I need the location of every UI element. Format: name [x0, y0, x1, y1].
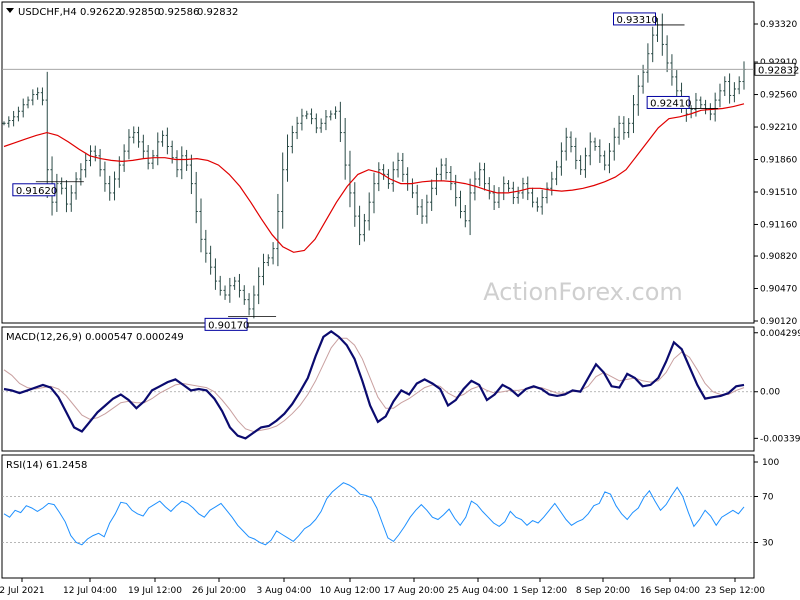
- macd-y-tick-label: 0.00: [760, 388, 780, 398]
- rsi-y-tick-label: 70: [762, 493, 774, 503]
- moving-average-line: [3, 103, 745, 253]
- symbol-label: USDCHF,H4: [18, 7, 77, 18]
- x-tick-label: 26 Jul 20:00: [192, 586, 246, 596]
- price-y-tick-label: 0.91510: [760, 188, 797, 198]
- current-price-tag-text: 0.92832: [758, 65, 799, 76]
- annotation-box: [204, 317, 248, 331]
- close-value: 0.92832: [197, 7, 238, 18]
- annotation-label: 0.92410: [650, 98, 691, 109]
- rsi-y-tick-label: 30: [762, 539, 774, 549]
- high-value: 0.92850: [119, 7, 160, 18]
- x-tick-label: 23 Sep 12:00: [705, 586, 765, 596]
- rsi-level-lines: [2, 496, 754, 543]
- macd-y-tick-label: -0.003396: [760, 434, 800, 444]
- current-price-tag: 0.92832: [754, 62, 799, 76]
- x-tick-label: 16 Sep 04:00: [640, 586, 700, 596]
- price-header: USDCHF,H4 0.92622 0.92850 0.92586 0.9283…: [6, 7, 238, 18]
- x-tick-label: 19 Jul 12:00: [128, 586, 182, 596]
- rsi-y-axis: 100 70 30: [754, 458, 779, 549]
- macd-label: MACD(12,26,9) 0.000547 0.000249: [6, 332, 184, 343]
- price-panel-frame: [1, 1, 755, 324]
- annotation-label: 0.91620: [16, 186, 57, 197]
- rsi-panel-frame: [1, 454, 755, 579]
- price-annotations: 0.93310 0.92410 0.91620 0.90170: [12, 12, 719, 331]
- annotation-label: 0.93310: [617, 15, 658, 26]
- macd-y-axis: 0.004299 0.00 -0.003396: [754, 329, 800, 444]
- price-bars: [2, 13, 746, 319]
- x-tick-label: 3 Aug 04:00: [257, 586, 312, 596]
- low-value: 0.92586: [158, 7, 199, 18]
- macd-line: [3, 330, 745, 440]
- annotation-box: [12, 183, 56, 197]
- price-y-tick-label: 0.93320: [760, 20, 797, 30]
- price-y-tick-label: 0.90820: [760, 252, 797, 262]
- x-tick-label: 10 Aug 12:00: [320, 586, 381, 596]
- macd-panel-frame: [1, 326, 755, 452]
- rsi-y-tick-label: 100: [762, 458, 779, 468]
- macd-signal-line: [3, 337, 745, 433]
- price-y-tick-label: 0.92210: [760, 123, 797, 133]
- watermark: ActionForex.com: [483, 278, 683, 306]
- x-tick-label: 25 Aug 04:00: [448, 586, 509, 596]
- x-tick-label: 12 Jul 04:00: [63, 586, 117, 596]
- time-axis: 2 Jul 2021 12 Jul 04:00 19 Jul 12:00 26 Jul…: [0, 578, 765, 596]
- annotation-label: 0.90170: [208, 320, 249, 331]
- rsi-line: [3, 482, 745, 546]
- macd-y-tick-label: 0.004299: [760, 329, 800, 339]
- price-y-tick-label: 0.91860: [760, 156, 797, 166]
- current-price-tag-box: [754, 62, 796, 76]
- x-tick-label: 2 Jul 2021: [0, 586, 45, 596]
- open-value: 0.92622: [80, 7, 121, 18]
- price-y-tick-label: 0.90120: [760, 317, 797, 327]
- x-tick-label: 8 Sep 20:00: [576, 586, 631, 596]
- dropdown-triangle-icon[interactable]: [6, 8, 14, 13]
- annotation-box: [646, 95, 690, 109]
- annotation-box: [613, 12, 657, 26]
- x-tick-label: 1 Sep 12:00: [513, 586, 568, 596]
- price-y-tick-label: 0.90470: [760, 285, 797, 295]
- price-y-tick-label: 0.91160: [760, 220, 797, 230]
- rsi-label: RSI(14) 61.2458: [6, 460, 87, 471]
- x-tick-label: 17 Aug 20:00: [384, 586, 445, 596]
- price-y-tick-label: 0.92560: [760, 91, 797, 101]
